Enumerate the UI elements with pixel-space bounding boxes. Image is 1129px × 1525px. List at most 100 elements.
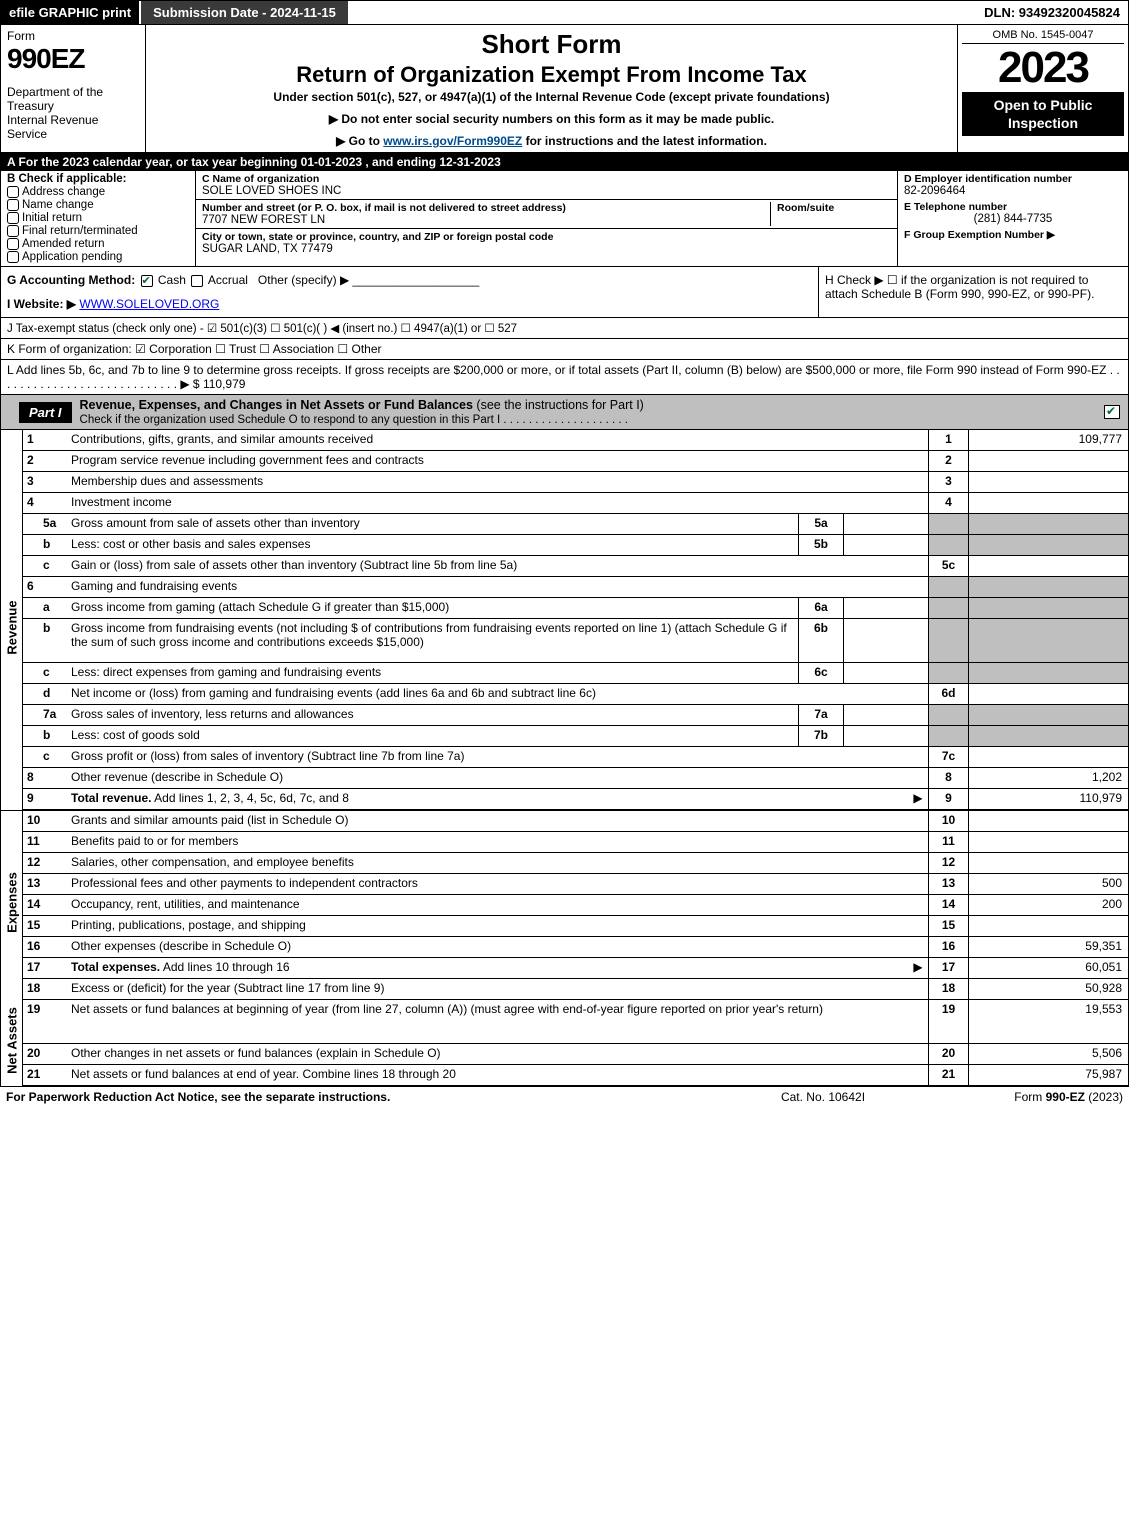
line-ref-box: 8 — [928, 768, 968, 788]
table-row: 3Membership dues and assessments3 — [23, 472, 1128, 493]
expenses-table: Expenses 10Grants and similar amounts pa… — [0, 810, 1129, 979]
org-name: SOLE LOVED SHOES INC — [202, 185, 891, 197]
line-l-amount: 110,979 — [203, 377, 246, 391]
line-description: Net income or (loss) from gaming and fun… — [67, 684, 928, 704]
line-description: Occupancy, rent, utilities, and maintena… — [67, 895, 928, 915]
table-row: 17Total expenses. Add lines 10 through 1… — [23, 958, 1128, 979]
table-row: cGain or (loss) from sale of assets othe… — [23, 556, 1128, 577]
table-row: 14Occupancy, rent, utilities, and mainte… — [23, 895, 1128, 916]
line-ref-box — [928, 705, 968, 725]
ein-label: D Employer identification number — [904, 173, 1122, 185]
line-amount — [968, 535, 1128, 555]
table-row: dNet income or (loss) from gaming and fu… — [23, 684, 1128, 705]
line-i: I Website: ▶ WWW.SOLELOVED.ORG — [7, 297, 812, 311]
footer-left: For Paperwork Reduction Act Notice, see … — [6, 1090, 723, 1104]
chk-address-change: Address change — [7, 186, 189, 198]
inner-line-value — [843, 726, 928, 746]
group-label: F Group Exemption Number ▶ — [904, 229, 1055, 241]
table-row: 5aGross amount from sale of assets other… — [23, 514, 1128, 535]
inner-line-box: 5a — [798, 514, 843, 534]
footer-right: Form 990-EZ (2023) — [923, 1090, 1123, 1104]
line-description: Benefits paid to or for members — [67, 832, 928, 852]
line-number: 20 — [23, 1044, 67, 1064]
table-row: cLess: direct expenses from gaming and f… — [23, 663, 1128, 684]
table-row: aGross income from gaming (attach Schedu… — [23, 598, 1128, 619]
side-net-assets: Net Assets — [1, 979, 23, 1086]
line-amount — [968, 663, 1128, 683]
inner-line-value — [843, 619, 928, 662]
line-number: 5a — [23, 514, 67, 534]
line-ref-box — [928, 577, 968, 597]
line-description: Grants and similar amounts paid (list in… — [67, 811, 928, 831]
net-assets-table: Net Assets 18Excess or (deficit) for the… — [0, 979, 1129, 1086]
table-row: 21Net assets or fund balances at end of … — [23, 1065, 1128, 1086]
line-amount — [968, 684, 1128, 704]
short-form-title: Short Form — [154, 29, 949, 60]
row-a-calendar-year: A For the 2023 calendar year, or tax yea… — [0, 153, 1129, 171]
line-ref-box: 16 — [928, 937, 968, 957]
line-ref-box: 14 — [928, 895, 968, 915]
line-number: 21 — [23, 1065, 67, 1085]
line-description: Program service revenue including govern… — [67, 451, 928, 471]
side-revenue: Revenue — [1, 430, 23, 810]
line-amount — [968, 493, 1128, 513]
line-number: 13 — [23, 874, 67, 894]
line-number: 9 — [23, 789, 67, 809]
line-amount: 1,202 — [968, 768, 1128, 788]
line-description: Other expenses (describe in Schedule O) — [67, 937, 928, 957]
inner-line-box: 7b — [798, 726, 843, 746]
table-row: 8Other revenue (describe in Schedule O)8… — [23, 768, 1128, 789]
line-amount: 50,928 — [968, 979, 1128, 999]
tel-value: (281) 844-7735 — [904, 213, 1122, 225]
line-description: Salaries, other compensation, and employ… — [67, 853, 928, 873]
line-description: Contributions, gifts, grants, and simila… — [67, 430, 928, 450]
instr2-pre: ▶ Go to — [336, 134, 383, 148]
part-1-schedule-o-checkbox — [1104, 405, 1120, 419]
line-number: 8 — [23, 768, 67, 788]
department-label: Department of the Treasury Internal Reve… — [7, 85, 139, 141]
line-number: 16 — [23, 937, 67, 957]
line-k: K Form of organization: ☑ Corporation ☐ … — [0, 339, 1129, 360]
line-description: Professional fees and other payments to … — [67, 874, 928, 894]
line-amount: 500 — [968, 874, 1128, 894]
line-description: Gross income from fundraising events (no… — [67, 619, 798, 662]
ein-value: 82-2096464 — [904, 185, 1122, 197]
inner-line-box: 5b — [798, 535, 843, 555]
line-ref-box — [928, 619, 968, 662]
website-link[interactable]: WWW.SOLELOVED.ORG — [79, 297, 219, 311]
line-description: Less: cost of goods sold — [67, 726, 798, 746]
inner-line-box: 6a — [798, 598, 843, 618]
line-number: 12 — [23, 853, 67, 873]
line-ref-box — [928, 663, 968, 683]
line-amount: 60,051 — [968, 958, 1128, 978]
dln-number: DLN: 93492320045824 — [976, 1, 1128, 24]
line-description: Net assets or fund balances at beginning… — [67, 1000, 928, 1043]
efile-label: efile GRAPHIC print — [1, 1, 139, 24]
line-description: Less: cost or other basis and sales expe… — [67, 535, 798, 555]
line-amount — [968, 556, 1128, 576]
irs-link[interactable]: www.irs.gov/Form990EZ — [383, 134, 522, 148]
chk-cash — [141, 275, 153, 287]
line-description: Net assets or fund balances at end of ye… — [67, 1065, 928, 1085]
omb-number: OMB No. 1545-0047 — [962, 29, 1124, 44]
form-number: 990EZ — [7, 43, 139, 75]
table-row: bLess: cost of goods sold7b — [23, 726, 1128, 747]
tel-label: E Telephone number — [904, 201, 1122, 213]
line-number: 15 — [23, 916, 67, 936]
line-amount — [968, 451, 1128, 471]
line-h: H Check ▶ ☐ if the organization is not r… — [818, 267, 1128, 317]
line-g: G Accounting Method: Cash Accrual Other … — [1, 267, 818, 317]
line-amount — [968, 598, 1128, 618]
inner-line-value — [843, 514, 928, 534]
line-number: 14 — [23, 895, 67, 915]
line-ref-box: 17 — [928, 958, 968, 978]
inner-line-box: 7a — [798, 705, 843, 725]
part-1-tab: Part I — [19, 402, 72, 423]
chk-name-change: Name change — [7, 199, 189, 211]
line-number: 11 — [23, 832, 67, 852]
ein-block: D Employer identification number 82-2096… — [904, 173, 1122, 197]
address-label: Number and street (or P. O. box, if mail… — [202, 202, 764, 214]
city-cell: City or town, state or province, country… — [196, 229, 897, 257]
chk-amended-return: Amended return — [7, 238, 189, 250]
inner-line-value — [843, 705, 928, 725]
